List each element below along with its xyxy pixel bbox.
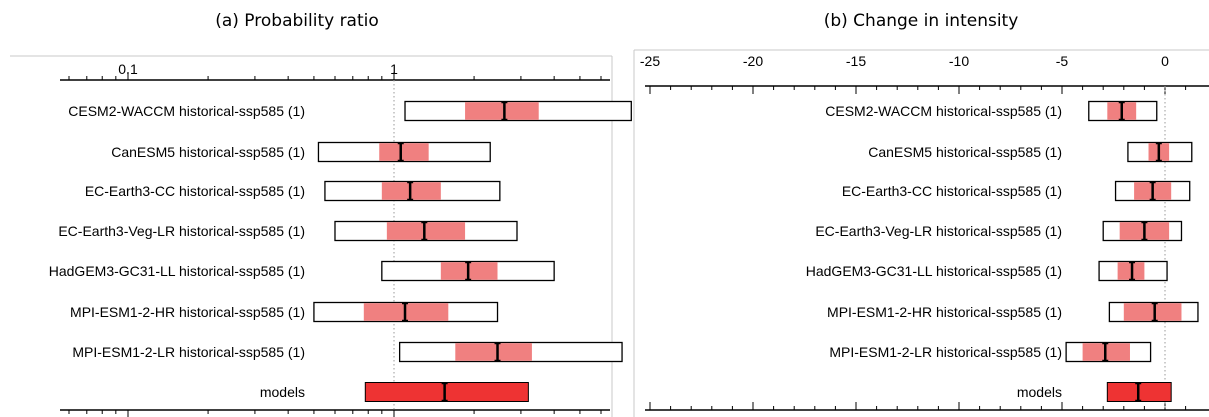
panel-a-row-label: MPI-ESM1-2-HR historical-ssp585 (1) [70, 304, 305, 320]
panel-a-tick-label: 0.1 [118, 61, 138, 77]
panel-b-row-label: EC-Earth3-CC historical-ssp585 (1) [842, 183, 1062, 199]
panel-a-row-label: EC-Earth3-Veg-LR historical-ssp585 (1) [58, 223, 305, 239]
panel-a-plot: 0.1 1 CESM2-WACCM historical-ssp585 (1) Can… [49, 61, 632, 417]
panel-b-tick-label: -10 [949, 53, 969, 69]
panel-a-inner-interval-bar [465, 102, 539, 120]
panel-a-row-label: HadGEM3-GC31-LL historical-ssp585 (1) [49, 263, 305, 279]
panel-a-inner-interval-bar [379, 143, 429, 161]
panel-b-row-label: EC-Earth3-Veg-LR historical-ssp585 (1) [815, 223, 1062, 239]
panel-a-row-label: MPI-ESM1-2-LR historical-ssp585 (1) [72, 344, 305, 360]
panel-b-row-label: MPI-ESM1-2-LR historical-ssp585 (1) [829, 344, 1062, 360]
panel-b-tick-label: -25 [640, 53, 660, 69]
panel-b-frame [633, 49, 1209, 417]
panel-a-synthesis-bar [364, 382, 529, 402]
panel-b-plot: -25 -20 -15 -10 -5 0 CESM2-WACCM historical-ss… [640, 53, 1209, 411]
panel-b-tick-label: -15 [846, 53, 866, 69]
panel-a-inner-interval-bar [455, 343, 532, 361]
panel-a-title: (a) Probability ratio [215, 11, 379, 31]
panel-b-row-label: CanESM5 historical-ssp585 (1) [868, 144, 1062, 160]
panel-b-inner-interval-bar [1123, 303, 1182, 321]
panel-a-row-label: models [260, 384, 305, 400]
panel-b-tick-label: -5 [1056, 53, 1069, 69]
panel-a-inner-interval-bar [386, 222, 466, 240]
panel-a-tick-label: 1 [390, 61, 398, 77]
panel-b-row-label: MPI-ESM1-2-HR historical-ssp585 (1) [827, 304, 1062, 320]
panel-b-tick-label: -20 [743, 53, 763, 69]
panel-b-row-label: HadGEM3-GC31-LL historical-ssp585 (1) [806, 263, 1062, 279]
panel-a-row-label: CESM2-WACCM historical-ssp585 (1) [68, 103, 305, 119]
panel-b-tick-label: 0 [1161, 53, 1169, 69]
panel-b-row-label: models [1017, 384, 1062, 400]
panel-b-row-label: CESM2-WACCM historical-ssp585 (1) [825, 103, 1062, 119]
panel-a-row-label: EC-Earth3-CC historical-ssp585 (1) [85, 183, 305, 199]
panel-a-row-label: CanESM5 historical-ssp585 (1) [111, 144, 305, 160]
panel-b-title: (b) Change in intensity [824, 11, 1019, 31]
